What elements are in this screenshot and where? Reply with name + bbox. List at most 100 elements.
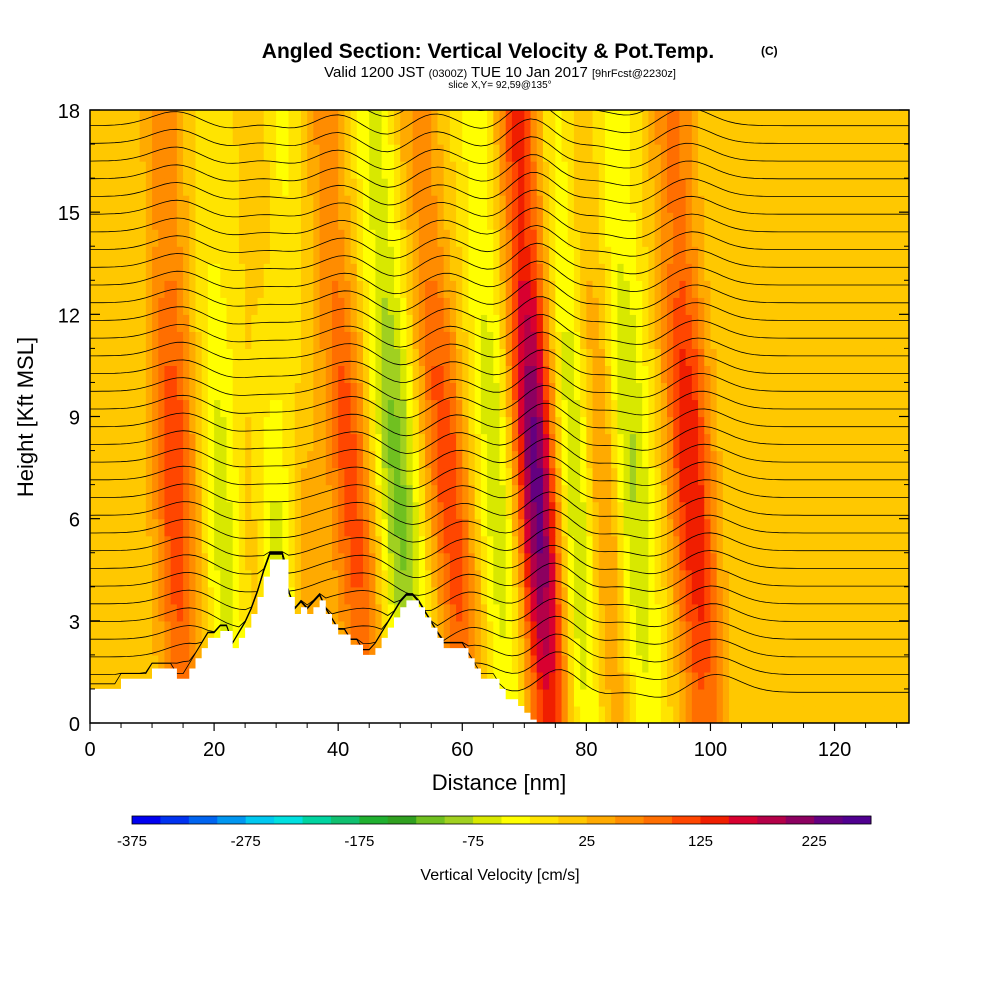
field-cell — [636, 399, 643, 418]
field-cell — [363, 365, 370, 384]
field-cell — [319, 263, 327, 281]
field-cell — [381, 229, 389, 247]
field-cell — [623, 161, 631, 179]
field-cell — [716, 365, 724, 384]
field-cell — [214, 620, 221, 639]
field-cell — [573, 195, 581, 213]
field-cell — [456, 450, 463, 469]
field-cell — [406, 467, 414, 486]
field-cell — [443, 552, 451, 571]
field-cell — [729, 195, 736, 213]
field-cell — [604, 535, 612, 554]
field-cell — [418, 416, 426, 435]
field-cell — [586, 450, 594, 469]
field-cell — [530, 195, 538, 213]
field-cell — [170, 246, 178, 264]
field-cell — [747, 229, 755, 247]
field-cell — [226, 110, 234, 128]
field-cell — [710, 603, 718, 622]
field-cell — [902, 178, 909, 196]
field-cell — [319, 484, 327, 503]
field-cell — [753, 552, 761, 571]
y-tick-label: 18 — [58, 101, 80, 123]
field-cell — [791, 688, 798, 707]
field-cell — [133, 467, 141, 486]
field-cell — [344, 620, 352, 639]
field-cell — [524, 314, 532, 332]
field-cell — [561, 688, 569, 707]
field-cell — [797, 688, 805, 707]
field-cell — [884, 399, 891, 418]
field-cell — [555, 467, 563, 486]
field-cell — [338, 297, 345, 315]
field-cell — [313, 161, 321, 179]
field-cell — [604, 399, 612, 418]
field-cell — [282, 416, 290, 435]
field-cell — [195, 178, 203, 196]
field-cell — [96, 314, 103, 332]
field-cell — [822, 399, 829, 418]
field-cell — [809, 127, 817, 145]
field-cell — [375, 246, 383, 264]
field-cell — [803, 110, 811, 128]
field-cell — [834, 127, 842, 145]
field-cell — [530, 365, 538, 384]
field-cell — [363, 314, 370, 332]
field-cell — [276, 518, 283, 537]
field-cell — [511, 637, 519, 656]
field-cell — [114, 127, 122, 145]
field-cell — [729, 229, 736, 247]
field-cell — [96, 569, 103, 588]
colorbar-tick-label: -375 — [117, 833, 147, 850]
field-cell — [536, 586, 544, 605]
field-cell — [629, 484, 637, 503]
field-cell — [102, 433, 110, 452]
field-cell — [325, 161, 333, 179]
field-cell — [387, 314, 395, 332]
field-cell — [654, 552, 662, 571]
field-cell — [90, 586, 97, 605]
field-cell — [381, 348, 389, 367]
field-cell — [207, 297, 215, 315]
field-cell — [468, 535, 476, 554]
field-cell — [456, 110, 463, 128]
field-cell — [480, 450, 488, 469]
field-cell — [598, 280, 606, 298]
field-cell — [747, 263, 755, 281]
field-cell — [809, 161, 817, 179]
field-cell — [164, 450, 172, 469]
field-cell — [220, 552, 228, 571]
field-cell — [207, 212, 215, 230]
field-cell — [127, 331, 135, 349]
field-cell — [542, 161, 550, 179]
field-cell — [121, 586, 128, 605]
field-cell — [673, 654, 681, 673]
field-cell — [549, 314, 556, 332]
field-cell — [214, 552, 221, 571]
field-cell — [846, 416, 854, 435]
field-cell — [307, 280, 314, 298]
field-cell — [431, 331, 439, 349]
field-cell — [896, 535, 904, 554]
field-cell — [598, 654, 606, 673]
field-cell — [834, 586, 842, 605]
field-cell — [456, 382, 463, 401]
field-cell — [331, 178, 339, 196]
field-cell — [561, 127, 569, 145]
field-cell — [859, 688, 867, 707]
field-cell — [617, 161, 625, 179]
field-cell — [226, 603, 234, 622]
field-cell — [884, 637, 891, 656]
colorbar-swatch — [672, 816, 701, 824]
field-cell — [722, 144, 730, 162]
field-cell — [871, 229, 879, 247]
field-cell — [840, 229, 848, 247]
field-cell — [617, 382, 625, 401]
field-cell — [846, 399, 854, 418]
field-cell — [629, 263, 637, 281]
field-cell — [896, 246, 904, 264]
field-cell — [617, 195, 625, 213]
field-cell — [363, 348, 370, 367]
field-cell — [487, 654, 494, 673]
field-cell — [127, 110, 135, 128]
